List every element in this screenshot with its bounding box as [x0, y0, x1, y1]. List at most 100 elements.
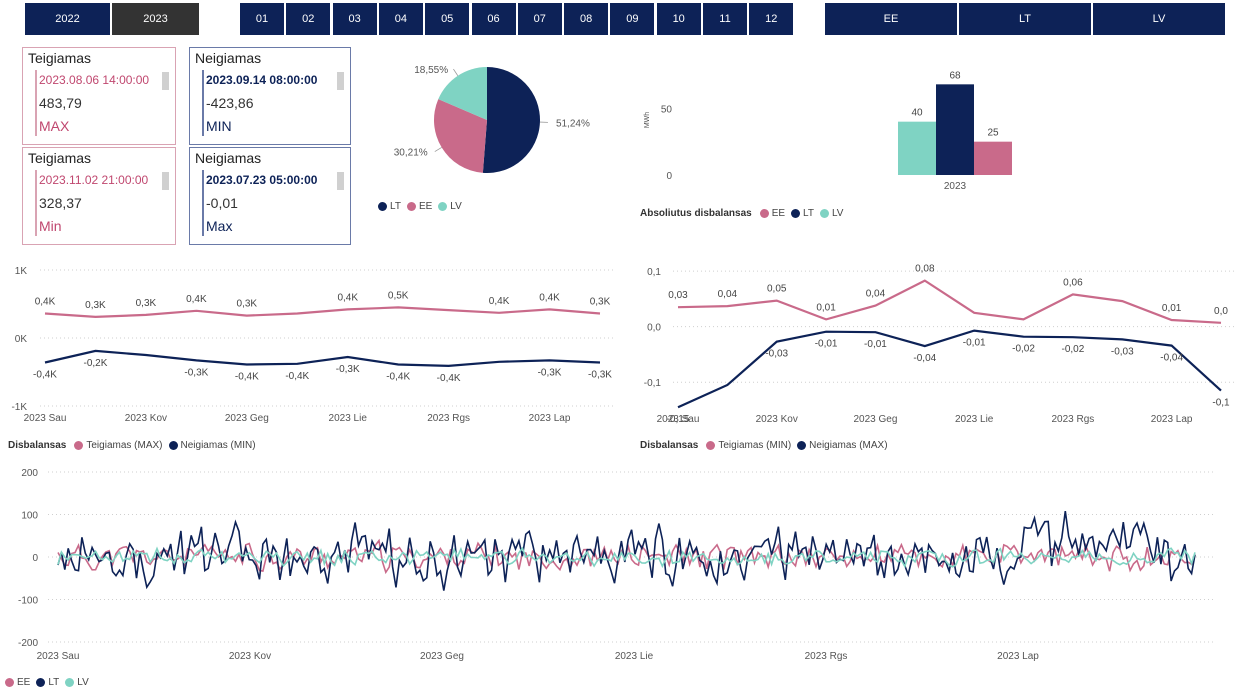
month-button-01[interactable]: 01: [240, 3, 284, 35]
series-line-lv[interactable]: [57, 546, 1196, 569]
data-label: 0,08: [915, 264, 935, 275]
card-accent-bar: [35, 70, 37, 136]
card-scrollbar[interactable]: [337, 72, 344, 90]
data-label: 0,3K: [590, 297, 611, 308]
card-title: Neigiamas: [195, 150, 262, 166]
month-button-09[interactable]: 09: [610, 3, 655, 35]
monthly-left-legend: Disbalansas Teigiamas (MAX) Neigiamas (MIN…: [8, 440, 256, 451]
card-label: Min: [39, 218, 62, 234]
y-tick-label: -1K: [11, 402, 27, 413]
y-tick-label: 0,0: [647, 323, 661, 334]
pie-data-label: 18,55%: [414, 65, 448, 76]
card-datetime: 2023.07.23 05:00:00: [206, 173, 318, 187]
x-tick-label: 2023 Geg: [420, 651, 464, 662]
card-title: Teigiamas: [28, 50, 92, 66]
data-label: -0,4K: [437, 373, 461, 384]
legend-label: LT: [390, 201, 401, 212]
data-label: 0,4K: [489, 296, 510, 307]
y-tick-label: 0,1: [647, 267, 661, 278]
y-tick-label: -0,1: [644, 378, 662, 389]
country-button-lv[interactable]: LV: [1093, 3, 1225, 35]
data-label: -0,02: [1012, 344, 1035, 355]
month-button-10[interactable]: 10: [656, 3, 701, 35]
data-label: -0,02: [1062, 344, 1085, 355]
y-tick-label: 1K: [15, 266, 28, 277]
legend-marker: [36, 678, 46, 687]
data-label: 0,06: [1063, 277, 1083, 288]
year-button-2023[interactable]: 2023: [112, 3, 199, 35]
legend-item[interactable]: Neigiamas (MIN): [168, 440, 256, 451]
legend-item[interactable]: EE: [406, 201, 432, 212]
month-button-02[interactable]: 02: [286, 3, 331, 35]
legend-item[interactable]: LV: [819, 208, 843, 219]
card-scrollbar[interactable]: [162, 72, 169, 90]
legend-marker: [378, 202, 387, 211]
series-line[interactable]: [677, 329, 1222, 409]
legend-item[interactable]: LV: [65, 677, 89, 688]
series-line[interactable]: [677, 279, 1222, 324]
legend-item[interactable]: LV: [438, 201, 462, 212]
card-positive-min: Teigiamas 2023.11.02 21:00:00 328,37 Min: [22, 147, 176, 245]
legend-item[interactable]: Neigiamas (MAX): [797, 440, 888, 451]
legend-label: EE: [771, 208, 786, 219]
bar-lv[interactable]: [974, 141, 1012, 175]
y-tick-label: 50: [661, 104, 673, 115]
month-button-04[interactable]: 04: [378, 3, 423, 35]
data-label: -0,4K: [386, 372, 410, 383]
pie-data-label: 51,24%: [556, 118, 590, 129]
data-label: 0,4K: [35, 297, 56, 308]
country-button-ee[interactable]: EE: [825, 3, 957, 35]
legend-label: EE: [17, 677, 31, 688]
month-button-03[interactable]: 03: [332, 3, 377, 35]
pie-slice-lv[interactable]: [438, 67, 487, 120]
card-accent-bar: [202, 170, 204, 236]
data-label: -0,03: [1111, 346, 1134, 357]
daily-imbalance-line-chart: 200 100 0 -100 -200 2023 Sau 2023 Kov 2023 Geg 2…: [18, 468, 1215, 662]
card-label: MAX: [39, 118, 70, 134]
legend-item[interactable]: LT: [791, 208, 814, 219]
pie-slice-lt[interactable]: [482, 67, 540, 173]
legend-item[interactable]: LT: [378, 201, 401, 212]
x-tick-label: 2023 Lap: [529, 413, 571, 424]
card-accent-bar: [202, 70, 204, 136]
card-datetime: 2023.09.14 08:00:00: [206, 73, 318, 87]
data-label: -0,3K: [538, 367, 562, 378]
month-button-05[interactable]: 05: [425, 3, 470, 35]
legend-title: Absoliutus disbalansas: [640, 208, 752, 219]
month-button-08[interactable]: 08: [564, 3, 609, 35]
month-button-06[interactable]: 06: [471, 3, 516, 35]
card-value: -0,01: [206, 195, 238, 211]
data-label: 0,3K: [237, 299, 258, 310]
card-scrollbar[interactable]: [337, 172, 344, 190]
legend-marker: [74, 441, 84, 450]
country-button-lt[interactable]: LT: [959, 3, 1091, 35]
bar-ee[interactable]: [898, 121, 936, 175]
card-scrollbar[interactable]: [162, 172, 169, 190]
pie-slice-ee[interactable]: [434, 99, 487, 173]
card-negative-max: Neigiamas 2023.07.23 05:00:00 -0,01 Max: [189, 147, 351, 245]
legend-item[interactable]: EE: [759, 208, 786, 219]
series-line[interactable]: [44, 349, 601, 368]
month-button-07[interactable]: 07: [517, 3, 562, 35]
x-tick-label: 2023 Rgs: [805, 651, 848, 662]
month-button-11[interactable]: 11: [703, 3, 747, 35]
monthly-imbalance-min-max-chart: 0,1 0,0 -0,1 0,03 0,04 0,05 0,01 0,04 0,08 0,06 0,…: [644, 264, 1236, 425]
pie-leader-line: [453, 68, 459, 76]
legend-item[interactable]: LT: [36, 677, 59, 688]
series-line[interactable]: [44, 306, 601, 319]
y-tick-label: -100: [18, 596, 38, 607]
daily-legend: EE LT LV: [5, 677, 89, 688]
month-button-12[interactable]: 12: [749, 3, 794, 35]
card-positive-max: Teigiamas 2023.08.06 14:00:00 483,79 MAX: [22, 47, 176, 145]
legend-item[interactable]: EE: [5, 677, 30, 688]
bar-lt[interactable]: [936, 84, 974, 175]
y-tick-label: 100: [21, 511, 38, 522]
series-line-lt[interactable]: [57, 510, 1196, 591]
legend-item[interactable]: Teigiamas (MIN): [706, 440, 791, 451]
data-label: -0,04: [913, 353, 936, 364]
x-tick-label: 2023 Lie: [955, 414, 994, 425]
year-button-2022[interactable]: 2022: [25, 3, 110, 35]
x-tick-label: 2023 Sau: [24, 413, 67, 424]
legend-item[interactable]: Teigiamas (MAX): [74, 440, 163, 451]
x-tick-label: 2023 Kov: [125, 413, 167, 424]
